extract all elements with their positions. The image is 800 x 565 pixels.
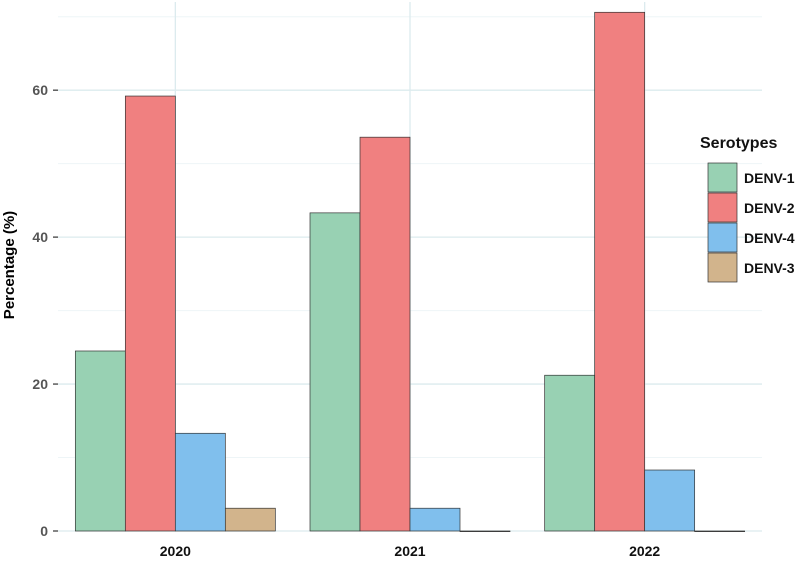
- bar-denv-1-2020: [74, 350, 126, 532]
- bar-denv-2-2020: [124, 95, 176, 532]
- y-axis-title: Percentage (%): [1, 211, 18, 319]
- bar-denv-2-2022: [594, 11, 646, 532]
- bar-denv-4-2022: [644, 469, 696, 532]
- x-tick-label: 2020: [160, 543, 191, 559]
- legend-swatch-denv-4: [707, 222, 738, 253]
- bar-denv-4-2020: [174, 432, 226, 532]
- legend-label-denv-2: DENV-2: [744, 200, 795, 216]
- y-tick-label: 0: [40, 523, 48, 539]
- legend-swatch-denv-1: [707, 162, 738, 193]
- legend-label-denv-1: DENV-1: [744, 170, 795, 186]
- legend-label-denv-4: DENV-4: [744, 230, 795, 246]
- legend-swatch-denv-3: [707, 252, 738, 283]
- axes: 2020 2021 2022 0 20 40 60: [32, 82, 660, 559]
- legend-title: Serotypes: [700, 135, 777, 152]
- bar-denv-1-2022: [544, 374, 596, 532]
- bar-denv-1-2021: [309, 212, 361, 532]
- y-tick-label: 60: [32, 82, 48, 98]
- bars: [74, 11, 746, 532]
- legend: Serotypes DENV-1 DENV-2 DENV-4 DENV-3: [700, 135, 795, 283]
- bar-denv-3-2020: [224, 507, 276, 532]
- bar-denv-4-2021: [409, 507, 461, 532]
- legend-label-denv-3: DENV-3: [744, 260, 795, 276]
- bar-denv-3-2021: [459, 530, 511, 532]
- legend-swatch-denv-2: [707, 192, 738, 223]
- x-tick-label: 2022: [629, 543, 660, 559]
- bar-denv-2-2021: [359, 136, 411, 532]
- y-tick-label: 40: [32, 229, 48, 245]
- bar-denv-3-2022: [694, 530, 746, 532]
- x-tick-label: 2021: [394, 543, 425, 559]
- y-tick-label: 20: [32, 376, 48, 392]
